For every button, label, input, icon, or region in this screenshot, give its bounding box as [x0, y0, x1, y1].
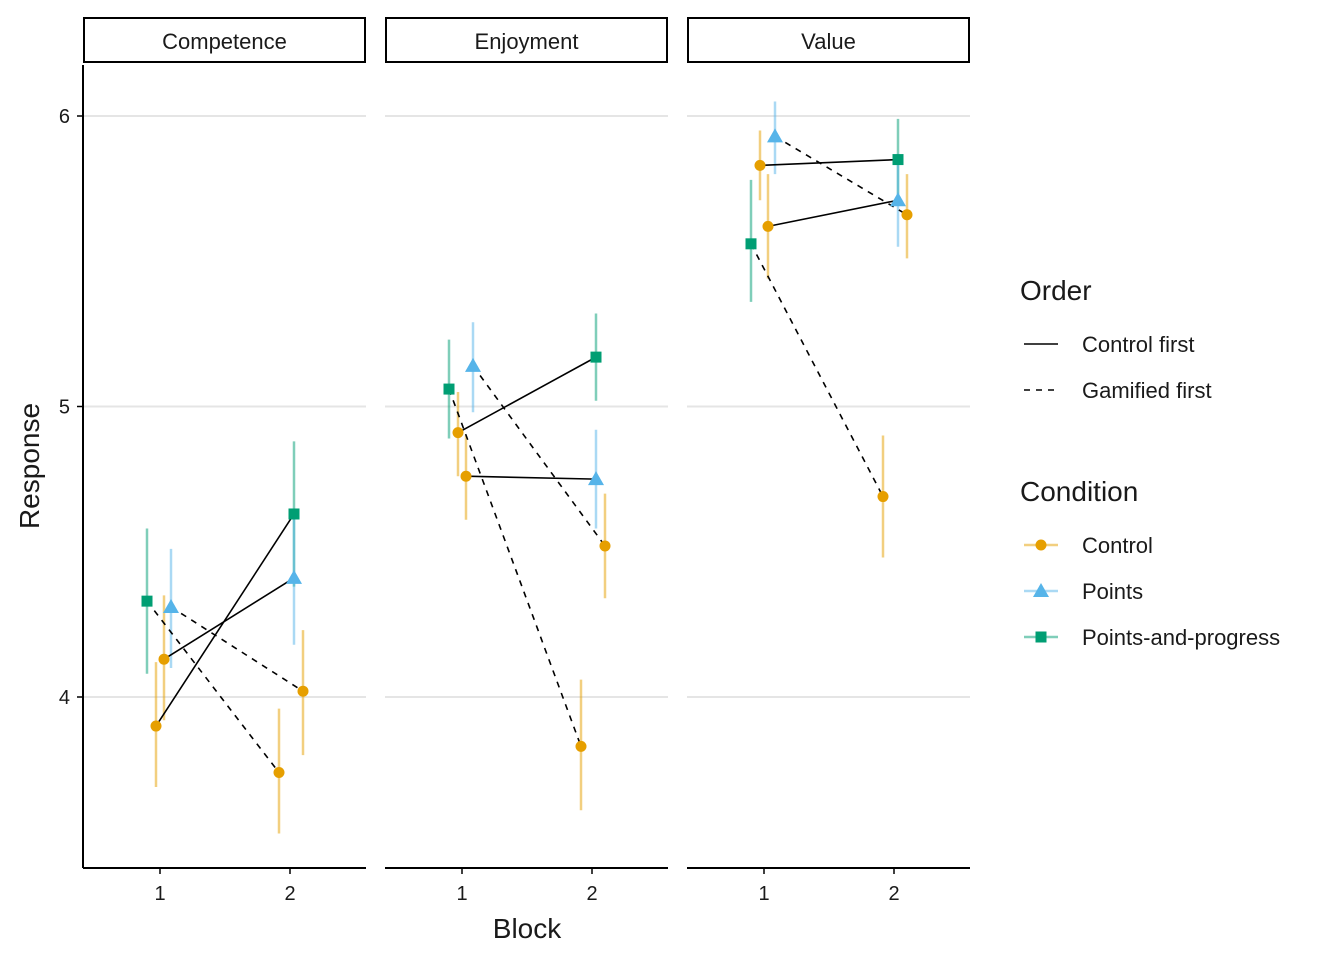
y-axis: 4 5 6 — [59, 65, 84, 868]
legend-order-label: Gamified first — [1082, 378, 1212, 403]
series-line-control-first — [465, 475, 597, 480]
point-control — [877, 491, 889, 503]
point-points_and_progress — [892, 154, 904, 166]
x-axis-title: Block — [493, 913, 562, 944]
legend-condition-key-points_and_progress — [1035, 631, 1047, 643]
legend-condition: Condition Control Points Points-and-progre… — [1020, 476, 1280, 650]
legend-condition-label: Control — [1082, 533, 1153, 558]
point-points — [767, 128, 783, 143]
y-axis-title: Response — [14, 403, 45, 529]
point-control — [297, 685, 309, 697]
point-control — [158, 653, 170, 665]
series-line-gamified-first — [170, 606, 304, 692]
y-tick-label: 4 — [59, 687, 70, 709]
legend-condition-key-points — [1033, 583, 1049, 597]
point-points — [286, 569, 302, 584]
series-line-control-first — [767, 199, 899, 228]
series-line-gamified-first — [448, 388, 582, 747]
point-control — [575, 740, 587, 752]
legend-order-label: Control first — [1082, 332, 1194, 357]
series-line-gamified-first — [750, 243, 884, 497]
series-line-control-first — [457, 356, 597, 434]
facet-strip-label: Enjoyment — [475, 29, 579, 54]
point-control — [599, 540, 611, 552]
point-control — [460, 470, 472, 482]
series-line-control-first — [155, 513, 295, 727]
point-control — [452, 427, 464, 439]
point-points_and_progress — [443, 383, 455, 395]
x-tick-label: 1 — [154, 883, 165, 905]
point-points — [890, 192, 906, 207]
point-control — [273, 767, 285, 779]
legend-condition-label: Points-and-progress — [1082, 625, 1280, 650]
x-tick-label: 1 — [758, 883, 769, 905]
point-control — [762, 220, 774, 232]
series-line-gamified-first — [774, 135, 908, 216]
point-points — [465, 357, 481, 372]
point-control — [150, 720, 162, 732]
facet-strip — [385, 17, 668, 63]
x-tick-label: 2 — [284, 883, 295, 905]
legend-condition-key-control — [1035, 539, 1047, 551]
point-control — [754, 159, 766, 171]
point-points — [588, 471, 604, 486]
facet-strip-label: Value — [801, 29, 856, 54]
point-points — [163, 598, 179, 613]
facet-strip — [83, 17, 366, 63]
legend-order-title: Order — [1020, 275, 1092, 306]
point-points_and_progress — [141, 595, 153, 607]
point-points_and_progress — [745, 238, 757, 250]
facet-panel-value: Value 1 2 — [687, 17, 970, 905]
facet-panel-competence: Competence 1 2 — [83, 17, 366, 905]
y-tick-label: 5 — [59, 397, 70, 419]
y-tick-label: 6 — [59, 106, 70, 128]
facet-panel-enjoyment: Enjoyment 1 2 — [385, 17, 668, 905]
legend-condition-label: Points — [1082, 579, 1143, 604]
facet-strip — [687, 17, 970, 63]
series-line-control-first — [163, 577, 295, 660]
facet-strip-label: Competence — [162, 29, 287, 54]
facet-panels: Competence 1 2 Enjoyment 1 2 Value 1 2 — [83, 17, 970, 905]
point-control — [901, 209, 913, 221]
legend-condition-title: Condition — [1020, 476, 1138, 507]
point-points_and_progress — [590, 351, 602, 363]
series-line-gamified-first — [472, 365, 606, 547]
x-tick-label: 1 — [456, 883, 467, 905]
series-line-control-first — [759, 158, 899, 167]
series-line-gamified-first — [146, 600, 280, 774]
point-points_and_progress — [288, 508, 300, 520]
x-tick-label: 2 — [888, 883, 899, 905]
x-tick-label: 2 — [586, 883, 597, 905]
legend-order: Order Control first Gamified first — [1020, 275, 1212, 403]
